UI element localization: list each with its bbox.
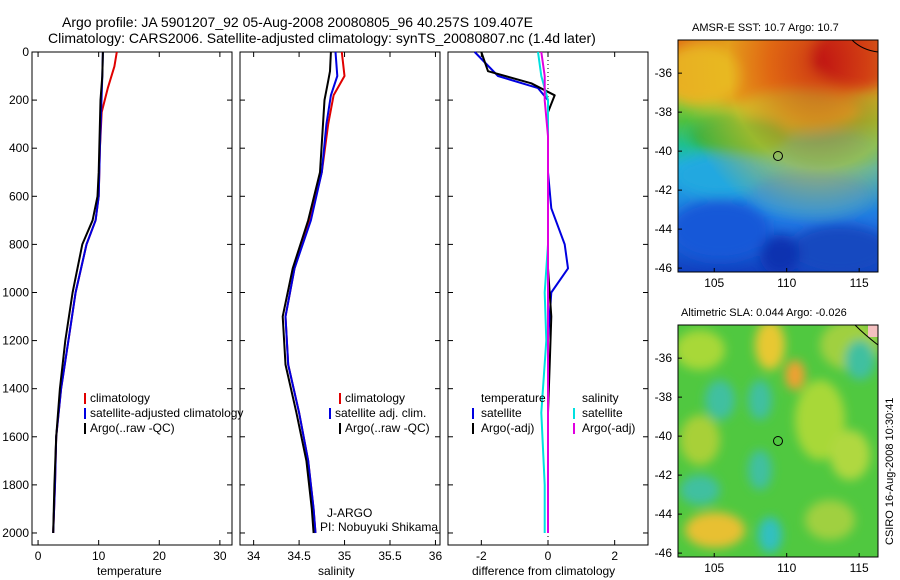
y-tick-label: 200 bbox=[9, 93, 29, 107]
map-axes: 105 110 115 -36 -38 -40 -42 -44 -46 bbox=[655, 351, 869, 575]
salinity-xlabel: salinity bbox=[318, 564, 355, 578]
x-tick-label: 35 bbox=[338, 549, 352, 563]
y-tick-label: 400 bbox=[9, 141, 29, 155]
y-tick-label: -44 bbox=[655, 222, 673, 236]
y-tick-label: -40 bbox=[655, 144, 673, 158]
salinity-plot: 34 34.5 35 35.5 36 bbox=[240, 51, 443, 563]
legend-temp-argo: Argo(-adj) bbox=[481, 421, 534, 435]
temperature-xlabel: temperature bbox=[97, 564, 162, 578]
difference-panel: -2 0 2 difference from climatology tempera… bbox=[447, 51, 649, 578]
y-tick-label: 0 bbox=[22, 45, 29, 59]
series-line bbox=[473, 51, 569, 533]
difference-xlabel: difference from climatology bbox=[472, 564, 615, 578]
x-tick-label: 20 bbox=[153, 549, 167, 563]
legend-sal-satellite: satellite bbox=[582, 406, 623, 420]
x-tick-label: 2 bbox=[611, 549, 618, 563]
argo-location-marker bbox=[773, 151, 783, 161]
y-tick-label: 1600 bbox=[2, 430, 29, 444]
y-tick-label: -46 bbox=[655, 261, 673, 275]
y-tick-label: 1000 bbox=[2, 285, 29, 299]
x-tick-label: 0 bbox=[35, 549, 42, 563]
legend-sal-argo: Argo(-adj) bbox=[582, 421, 635, 435]
sla-map-title: Altimetric SLA: 0.044 Argo: -0.026 bbox=[681, 307, 847, 319]
sla-map-panel: Altimetric SLA: 0.044 Argo: -0.026 bbox=[677, 307, 879, 558]
sst-map-title: AMSR-E SST: 10.7 Argo: 10.7 bbox=[692, 22, 839, 34]
y-tick-label: 600 bbox=[9, 189, 29, 203]
legend-salinity-heading: salinity bbox=[582, 391, 619, 405]
sst-map-image bbox=[678, 40, 878, 272]
y-tick-label: 2000 bbox=[2, 526, 29, 540]
x-tick-label: 34.5 bbox=[287, 549, 311, 563]
y-tick-label: 1200 bbox=[2, 334, 29, 348]
x-tick-label: 110 bbox=[777, 561, 796, 575]
x-tick-label: 36 bbox=[429, 549, 443, 563]
y-tick-label: -46 bbox=[655, 546, 673, 560]
x-tick-label: 115 bbox=[850, 561, 869, 575]
difference-plot: -2 0 2 bbox=[448, 51, 648, 563]
x-tick-label: -2 bbox=[476, 549, 487, 563]
y-tick-label: -44 bbox=[655, 507, 673, 521]
temperature-panel: 0 10 20 30 0 200 400 600 800 1000 1200 1400 1600 1800… bbox=[2, 45, 243, 578]
y-tick-label: -38 bbox=[655, 105, 673, 119]
coastline bbox=[851, 39, 879, 53]
coastline bbox=[854, 324, 879, 346]
y-tick-label: -42 bbox=[655, 183, 673, 197]
legend-satellite-adj: satellite adj. clim. bbox=[335, 406, 426, 420]
series-line bbox=[284, 51, 346, 534]
x-tick-label: 115 bbox=[850, 276, 869, 290]
legend-climatology: climatology bbox=[345, 391, 405, 405]
x-tick-label: 34 bbox=[247, 549, 261, 563]
legend-temperature-heading: temperature bbox=[481, 391, 546, 405]
series-line bbox=[281, 51, 332, 534]
legend-climatology: climatology bbox=[90, 391, 150, 405]
jargo-label: J-ARGO bbox=[327, 506, 372, 520]
map-axes: 105 110 115 -36 -38 -40 -42 -44 -46 bbox=[655, 66, 869, 290]
sla-map-image bbox=[678, 325, 878, 557]
pi-label: PI: Nobuyuki Shikama bbox=[320, 520, 438, 534]
legend-temp-satellite: satellite bbox=[481, 406, 522, 420]
y-tick-label: -36 bbox=[655, 66, 673, 80]
legend-satellite-adjusted: satellite-adjusted climatology bbox=[90, 406, 243, 420]
header-line2: Climatology: CARS2006. Satellite-adjuste… bbox=[48, 30, 596, 46]
x-tick-label: 105 bbox=[704, 276, 724, 290]
salinity-axes-frame bbox=[239, 51, 441, 546]
series-line bbox=[537, 51, 549, 533]
x-tick-label: 30 bbox=[213, 549, 227, 563]
series-line bbox=[284, 51, 339, 534]
y-tick-label: 1800 bbox=[2, 478, 29, 492]
series-line bbox=[52, 51, 104, 534]
credit-label: CSIRO 16-Aug-2008 10:30:41 bbox=[884, 398, 896, 545]
legend-argo: Argo(..raw -QC) bbox=[345, 421, 430, 435]
sla-map-frame bbox=[677, 324, 879, 558]
x-tick-label: 110 bbox=[777, 276, 796, 290]
legend-argo: Argo(..raw -QC) bbox=[90, 421, 175, 435]
temperature-plot: 0 10 20 30 0 200 400 600 800 1000 1200 1400 1600 1800… bbox=[2, 45, 232, 563]
sst-map-frame bbox=[677, 39, 879, 273]
x-tick-label: 35.5 bbox=[378, 549, 402, 563]
temperature-legend: climatology satellite-adjusted climatolo… bbox=[84, 391, 243, 435]
argo-location-marker bbox=[773, 436, 783, 446]
salinity-panel: 34 34.5 35 35.5 36 salinity climatology sate… bbox=[239, 51, 443, 578]
salinity-legend: climatology satellite adj. clim. Argo(..… bbox=[329, 391, 430, 435]
y-tick-label: -36 bbox=[655, 351, 673, 365]
y-tick-label: 800 bbox=[9, 237, 29, 251]
x-tick-label: 105 bbox=[704, 561, 724, 575]
x-tick-label: 10 bbox=[92, 549, 106, 563]
y-tick-label: -38 bbox=[655, 390, 673, 404]
temperature-axes-frame bbox=[31, 51, 233, 546]
x-tick-label: 0 bbox=[545, 549, 552, 563]
series-line bbox=[540, 51, 549, 533]
series-line bbox=[52, 51, 118, 534]
y-tick-label: 1400 bbox=[2, 382, 29, 396]
y-tick-label: -40 bbox=[655, 429, 673, 443]
difference-legend: temperature satellite Argo(-adj) salinit… bbox=[472, 391, 635, 435]
sst-map-panel: AMSR-E SST: 10.7 Argo: 10.7 bbox=[677, 22, 879, 273]
y-tick-label: -42 bbox=[655, 468, 673, 482]
series-line bbox=[52, 51, 104, 534]
header-line1: Argo profile: JA 5901207_92 05-Aug-2008 … bbox=[62, 14, 533, 30]
